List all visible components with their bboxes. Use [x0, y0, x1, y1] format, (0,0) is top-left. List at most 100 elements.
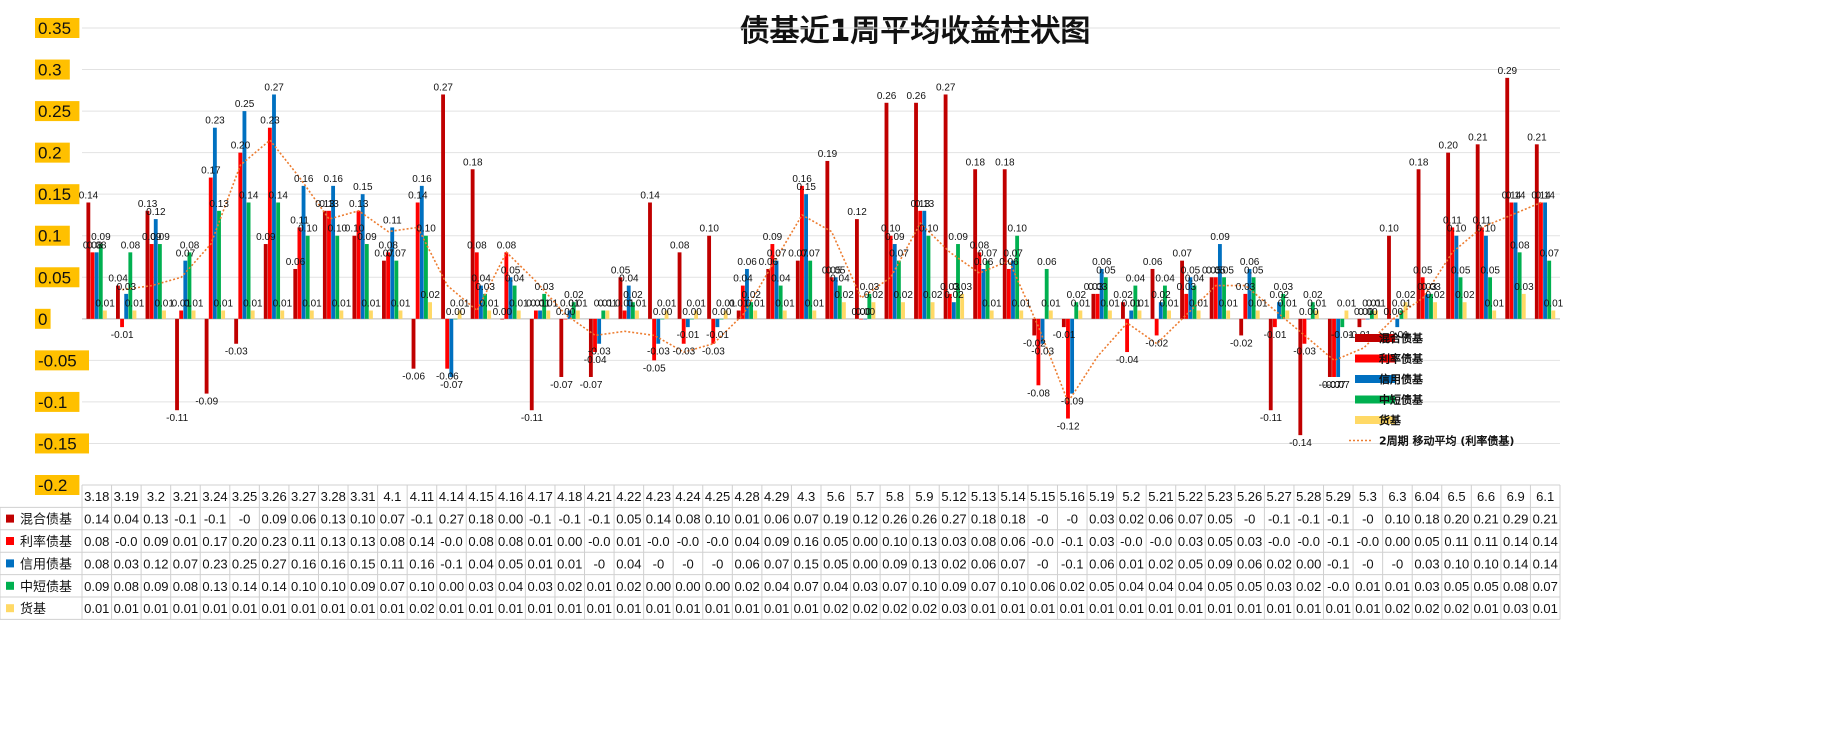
- table-cell: 0.01: [734, 512, 759, 527]
- data-label: -0.01: [677, 330, 700, 341]
- table-legend-key: [6, 514, 14, 523]
- table-cell: 0.01: [143, 601, 168, 616]
- y-tick-label: 0.2: [38, 144, 62, 163]
- table-cell: 0.02: [912, 601, 937, 616]
- bar: [1121, 302, 1125, 319]
- data-label: 0.07: [1540, 249, 1560, 260]
- data-label: 0.04: [830, 274, 850, 285]
- bar: [1091, 293, 1096, 319]
- table-cell: 0.00: [498, 512, 523, 527]
- table-cell: -0.1: [1327, 512, 1349, 527]
- bar: [1188, 277, 1193, 319]
- category-label: 3.31: [350, 489, 375, 504]
- table-cell: -0.0: [1120, 534, 1142, 549]
- bar: [327, 210, 331, 319]
- table-cell: -0.0: [1298, 534, 1320, 549]
- data-label: 0.01: [1337, 299, 1357, 310]
- data-label: 0.15: [796, 182, 816, 193]
- bar: [867, 293, 872, 319]
- table-cell: 0.00: [646, 579, 671, 594]
- table-cell: 0.13: [321, 512, 346, 527]
- bar: [981, 268, 986, 319]
- category-label: 5.19: [1089, 489, 1114, 504]
- table-cell: 0.04: [498, 579, 523, 594]
- data-label: 0.01: [687, 299, 707, 310]
- bar: [901, 302, 905, 319]
- table-cell: 0.10: [1444, 556, 1469, 571]
- table-cell: 0.09: [882, 556, 907, 571]
- bar: [1070, 318, 1075, 394]
- data-label: 0.05: [501, 265, 521, 276]
- data-label: 0.10: [298, 224, 318, 235]
- data-label: 0.13: [138, 199, 158, 210]
- data-label: 0.01: [361, 299, 381, 310]
- table-cell: 0.01: [528, 534, 553, 549]
- category-label: 5.9: [915, 489, 933, 504]
- bar: [179, 310, 184, 319]
- bar: [102, 310, 107, 319]
- data-label: 0.06: [737, 257, 757, 268]
- table-cell: 0.02: [882, 601, 907, 616]
- data-label: 0.07: [767, 249, 787, 260]
- bar: [1125, 318, 1130, 353]
- table-cell: 0.16: [794, 534, 819, 549]
- table-cell: 0.06: [291, 512, 316, 527]
- bar: [1488, 277, 1493, 319]
- data-label: 0.03: [1088, 282, 1108, 293]
- category-label: 3.19: [114, 489, 139, 504]
- data-label: 0.06: [1240, 257, 1260, 268]
- table-cell: 0.05: [1207, 512, 1232, 527]
- data-label: 0.03: [1274, 282, 1294, 293]
- bar: [1395, 318, 1400, 328]
- data-label: 0.13: [911, 199, 931, 210]
- bar: [749, 302, 754, 319]
- table-cell: 0.16: [321, 556, 346, 571]
- table-cell: 0.08: [468, 534, 493, 549]
- data-label: 0.02: [893, 290, 913, 301]
- category-label: 5.27: [1267, 489, 1292, 504]
- data-label: 0.15: [353, 182, 373, 193]
- table-cell: 0.03: [1237, 534, 1262, 549]
- table-cell: 0.00: [675, 579, 700, 594]
- table-cell: 0.01: [971, 601, 996, 616]
- table-cell: 0.07: [882, 579, 907, 594]
- data-label: 0.02: [864, 290, 884, 301]
- table-cell: 0.09: [84, 579, 109, 594]
- table-cell: -0.1: [440, 556, 462, 571]
- table-cell: 0.03: [1178, 534, 1203, 549]
- bar: [922, 210, 927, 319]
- table-legend-key: [6, 604, 14, 613]
- table-cell: 0.04: [764, 579, 789, 594]
- bar: [575, 310, 580, 319]
- data-label: 0.00: [653, 307, 673, 318]
- table-cell: 0.15: [794, 556, 819, 571]
- data-label: 0.14: [79, 190, 99, 201]
- bar: [1044, 268, 1049, 319]
- bar: [1226, 310, 1231, 319]
- bar: [398, 310, 403, 319]
- y-tick-highlight: [35, 308, 51, 329]
- legend-label: 货基: [1378, 413, 1402, 427]
- category-label: 4.16: [498, 489, 523, 504]
- data-label: 0.01: [530, 299, 550, 310]
- data-label: 0.01: [172, 299, 192, 310]
- data-label: 0.03: [475, 282, 495, 293]
- category-label: 6.3: [1388, 489, 1406, 504]
- category-label: 4.21: [587, 489, 612, 504]
- bar: [1095, 293, 1100, 319]
- data-label: 0.26: [906, 91, 926, 102]
- bar: [487, 310, 492, 319]
- table-cell: 0.05: [1237, 579, 1262, 594]
- data-label: 0.14: [640, 190, 660, 201]
- table-cell: 0.01: [587, 601, 612, 616]
- data-label: 0.07: [889, 249, 909, 260]
- bar: [90, 252, 95, 319]
- table-cell: 0.05: [616, 512, 641, 527]
- bar: [774, 260, 779, 319]
- category-label: 4.3: [797, 489, 815, 504]
- bar: [246, 202, 251, 319]
- bar: [863, 318, 868, 320]
- table-cell: -0: [1362, 512, 1374, 527]
- data-label: 0.04: [619, 274, 639, 285]
